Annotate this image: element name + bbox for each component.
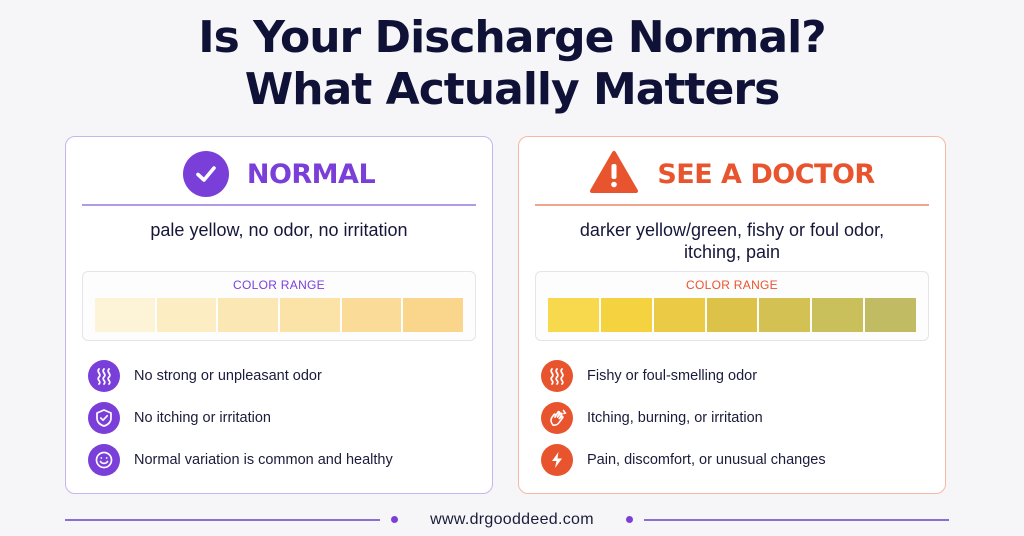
- normal-label: NORMAL: [246, 158, 376, 190]
- list-item: Itching, burning, or irritation: [541, 397, 929, 439]
- color-swatch: [706, 298, 758, 332]
- see-doctor-range-title: COLOR RANGE: [686, 278, 778, 292]
- odor-waves-icon: [541, 360, 573, 392]
- list-item: Fishy or foul-smelling odor: [541, 355, 929, 397]
- color-swatch: [156, 298, 217, 332]
- normal-list: No strong or unpleasant odor No itching …: [88, 355, 476, 481]
- see-doctor-color-range: COLOR RANGE: [535, 271, 929, 341]
- list-item: Pain, discomfort, or unusual changes: [541, 439, 929, 481]
- list-item-text: No itching or irritation: [134, 410, 271, 426]
- smiley-face-icon: [88, 444, 120, 476]
- see-doctor-list: Fishy or foul-smelling odor Itching, bur…: [541, 355, 929, 481]
- list-item-text: Fishy or foul-smelling odor: [587, 368, 758, 384]
- page-title: Is Your Discharge Normal? What Actually …: [0, 12, 1024, 116]
- see-doctor-panel: SEE A DOCTOR darker yellow/green, fishy …: [518, 136, 946, 494]
- see-doctor-divider: [535, 204, 929, 206]
- normal-swatches: [95, 298, 464, 332]
- normal-divider: [82, 204, 476, 206]
- see-doctor-swatches: [548, 298, 917, 332]
- lightning-bolt-icon: [541, 444, 573, 476]
- footer-line-right: [644, 519, 949, 521]
- color-swatch: [812, 298, 864, 332]
- normal-range-title: COLOR RANGE: [233, 278, 325, 292]
- title-line-2: What Actually Matters: [244, 64, 781, 115]
- color-swatch: [403, 298, 464, 332]
- list-item-text: Pain, discomfort, or unusual changes: [587, 452, 826, 468]
- odor-waves-icon: [88, 360, 120, 392]
- list-item: No strong or unpleasant odor: [88, 355, 476, 397]
- see-doctor-description-line-1: darker yellow/green, fishy or foul odor,: [579, 220, 885, 240]
- scratching-hand-icon: [541, 402, 573, 434]
- normal-header: NORMAL: [66, 151, 492, 197]
- see-doctor-description: darker yellow/green, fishy or foul odor,…: [529, 219, 935, 263]
- see-doctor-header: SEE A DOCTOR: [519, 150, 945, 199]
- footer: www.drgooddeed.com: [0, 508, 1024, 532]
- color-swatch: [548, 298, 599, 332]
- footer-line-left: [65, 519, 380, 521]
- warning-triangle-icon: [589, 150, 639, 199]
- shield-check-icon: [88, 402, 120, 434]
- normal-color-range: COLOR RANGE: [82, 271, 476, 341]
- see-doctor-description-line-2: itching, pain: [683, 242, 781, 262]
- color-swatch: [759, 298, 811, 332]
- list-item-text: Normal variation is common and healthy: [134, 452, 393, 468]
- color-swatch: [600, 298, 652, 332]
- color-swatch: [280, 298, 340, 332]
- normal-panel: NORMAL pale yellow, no odor, no irritati…: [65, 136, 493, 494]
- color-swatch: [95, 298, 155, 332]
- footer-dot-right: [626, 516, 633, 523]
- color-swatch: [341, 298, 402, 332]
- title-line-1: Is Your Discharge Normal?: [198, 12, 826, 63]
- list-item-text: No strong or unpleasant odor: [134, 368, 322, 384]
- footer-website: www.drgooddeed.com: [430, 511, 594, 528]
- list-item: Normal variation is common and healthy: [88, 439, 476, 481]
- list-item-text: Itching, burning, or irritation: [587, 410, 763, 426]
- check-circle-icon: [182, 151, 229, 197]
- color-swatch: [865, 298, 917, 332]
- normal-description: pale yellow, no odor, no irritation: [150, 220, 408, 240]
- color-swatch: [218, 298, 279, 332]
- list-item: No itching or irritation: [88, 397, 476, 439]
- color-swatch: [653, 298, 705, 332]
- footer-dot-left: [391, 516, 398, 523]
- see-doctor-label: SEE A DOCTOR: [657, 158, 875, 190]
